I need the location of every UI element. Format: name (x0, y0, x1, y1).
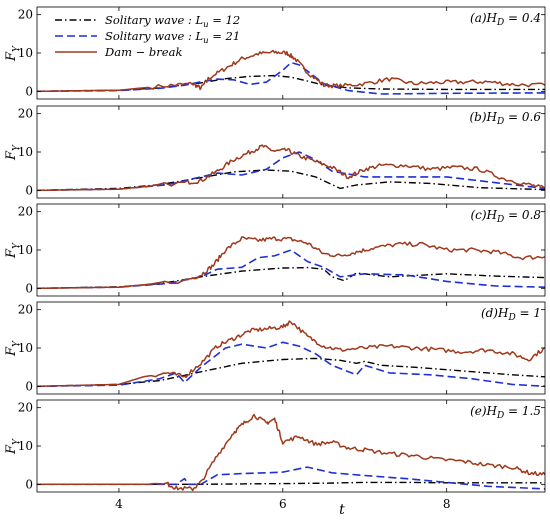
series-line-dam-break (37, 320, 545, 388)
y-tick-label: 20 (18, 8, 33, 22)
y-tick-label: 0 (25, 84, 33, 98)
panel-b: 0 10 20 FY (b)HD = 0.6 (4, 105, 546, 199)
series-line-solitary-lu21 (37, 466, 545, 490)
axes-frame (36, 301, 546, 395)
panels: 0 10 20 FY (a)HD = 0.4 0 10 20 FY (b)HD = 0.6 0 10 2… (4, 6, 546, 511)
legend-label: Solitary wave : Lu = 21 (105, 29, 240, 46)
series-line-solitary-lu12 (37, 169, 545, 191)
panel-label: (b)HD = 0.6 (469, 110, 541, 127)
y-axis-label: FY (4, 438, 22, 455)
y-tick-label: 0 (25, 477, 33, 491)
panel-a: 0 10 20 FY (a)HD = 0.4 (4, 6, 546, 100)
panel-d: 0 10 20 FY (d)HD = 1 (4, 301, 546, 395)
x-tick-label: 8 (443, 497, 451, 511)
panel-label: (e)HD = 1.5 (470, 404, 541, 421)
legend-label: Dam − break (104, 45, 182, 59)
series-line-solitary-lu12 (37, 266, 545, 289)
y-axis-label: FY (4, 340, 22, 357)
panel-e: 0 10 20 4 6 8 FY (e)HD = 1.5 (4, 399, 546, 511)
series-line-dam-break (37, 49, 545, 93)
y-tick-label: 0 (25, 281, 33, 295)
panel-label: (d)HD = 1 (481, 306, 541, 323)
y-tick-label: 0 (25, 183, 33, 197)
series-line-dam-break (37, 236, 545, 290)
y-tick-label: 20 (18, 107, 33, 121)
series-line-solitary-lu21 (37, 341, 545, 388)
series-line-solitary-lu21 (37, 249, 545, 290)
panel-label: (c)HD = 0.8 (470, 208, 541, 225)
y-tick-label: 20 (18, 205, 33, 219)
x-axis-label: t (339, 502, 345, 518)
y-tick-label: 10 (18, 243, 33, 257)
series-line-solitary-lu12 (37, 357, 545, 387)
y-tick-label: 10 (18, 439, 33, 453)
y-tick-label: 20 (18, 303, 33, 317)
y-tick-label: 10 (18, 46, 33, 60)
series-line-solitary-lu21 (37, 61, 545, 95)
axes-frame (36, 399, 546, 493)
y-tick-label: 20 (18, 401, 33, 415)
y-axis-label: FY (4, 242, 22, 259)
series-line-solitary-lu21 (37, 151, 545, 192)
y-tick-label: 0 (25, 379, 33, 393)
y-axis-label: FY (4, 144, 22, 161)
x-tick-label: 4 (115, 497, 123, 511)
y-axis-label: FY (4, 45, 22, 62)
series-line-dam-break (37, 144, 545, 192)
panel-c: 0 10 20 FY (c)HD = 0.8 (4, 203, 546, 297)
x-tick-label: 6 (279, 497, 287, 511)
legend-label: Solitary wave : Lu = 12 (105, 13, 240, 30)
y-tick-label: 10 (18, 145, 33, 159)
series-line-solitary-lu12 (37, 74, 545, 92)
series-line-dam-break (37, 413, 545, 492)
y-tick-label: 10 (18, 341, 33, 355)
panel-label: (a)HD = 0.4 (470, 11, 541, 28)
